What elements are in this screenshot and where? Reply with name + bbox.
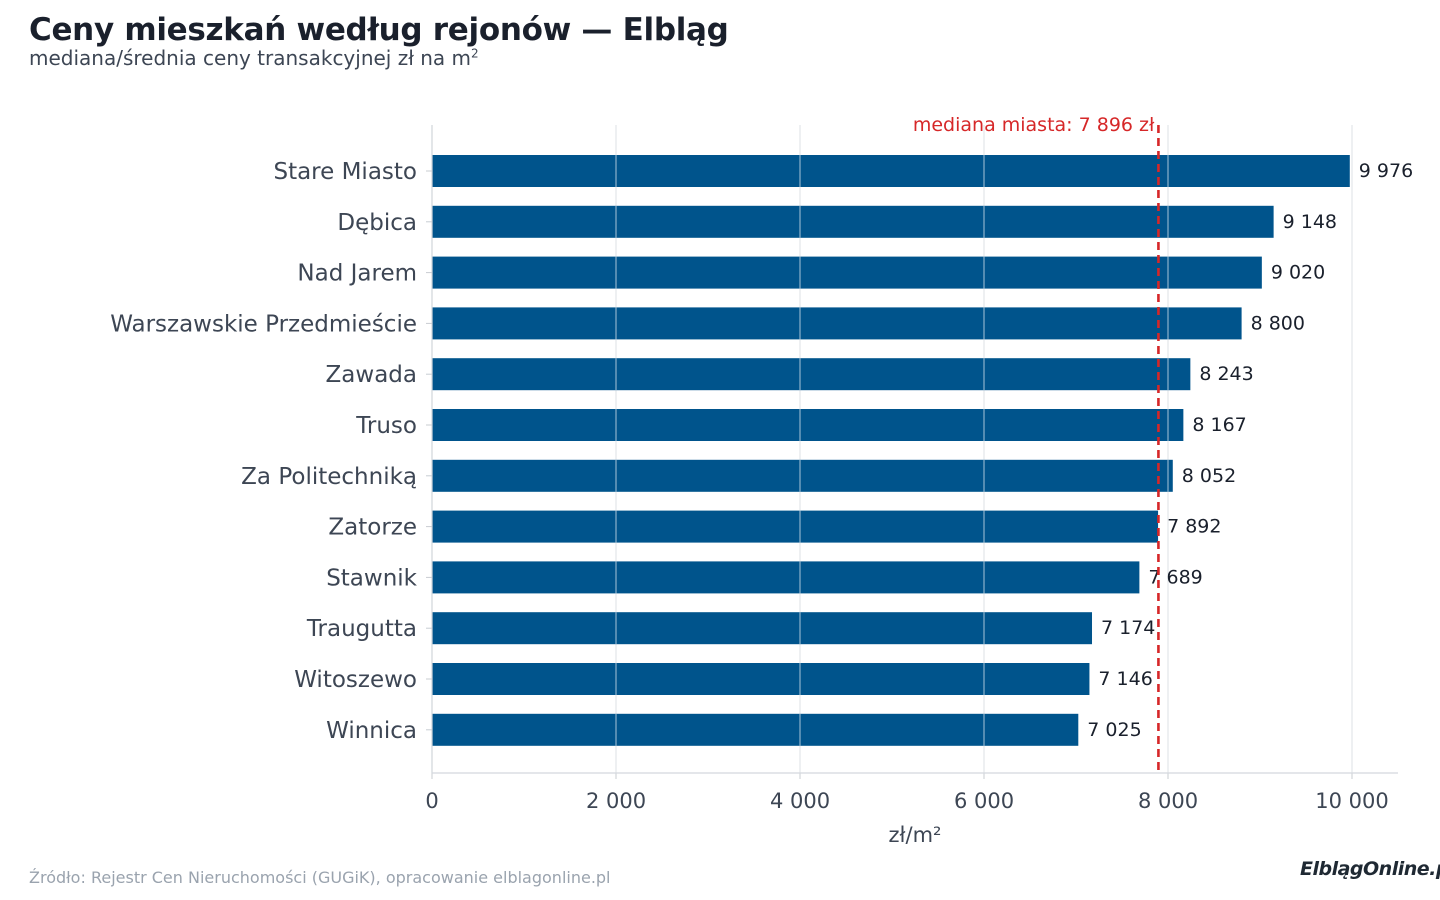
axis-layer: 0 2 000 4 000 6 000 8 000 10 000 zł/m²: [425, 125, 1398, 847]
category-label: Zatorze: [328, 515, 417, 541]
category-label: Truso: [355, 413, 417, 439]
category-label: Dębica: [337, 210, 417, 236]
x-axis-label: zł/m²: [889, 823, 942, 847]
chart-subtitle: mediana/średnia ceny transakcyjnej zł na…: [29, 46, 479, 70]
value-label: 8 052: [1182, 465, 1236, 487]
category-label: Warszawskie Przedmieście: [110, 311, 417, 337]
value-label: 9 148: [1283, 211, 1337, 233]
value-label: 8 243: [1199, 363, 1253, 385]
value-label: 7 689: [1148, 566, 1202, 588]
site-logo: ElblągOnline.pl: [1300, 858, 1440, 880]
label-layer: Stare Miasto 9 976 Dębica 9 148 Nad Jarem 9 0…: [110, 159, 1413, 744]
value-label: 9 976: [1359, 160, 1413, 182]
bar: [432, 205, 1274, 238]
bar: [432, 561, 1140, 594]
bar: [432, 713, 1079, 746]
x-tick-label: 0: [425, 789, 438, 813]
bar-layer: [432, 155, 1350, 746]
bar: [432, 256, 1262, 289]
bar: [432, 307, 1242, 340]
value-label: 7 025: [1087, 719, 1141, 741]
x-tick-label: 6 000: [954, 789, 1014, 813]
median-reference-label: mediana miasta: 7 896 zł: [913, 114, 1155, 136]
chart-title: Ceny mieszkań według rejonów — Elbląg: [29, 12, 729, 48]
reference-line-layer: mediana miasta: 7 896 zł: [913, 114, 1160, 773]
bar: [432, 612, 1093, 645]
x-tick-label: 8 000: [1138, 789, 1198, 813]
category-label: Stawnik: [326, 565, 417, 591]
value-label: 8 167: [1192, 414, 1246, 436]
category-label: Nad Jarem: [297, 261, 417, 287]
x-tick-label: 2 000: [586, 789, 646, 813]
category-label: Traugutta: [306, 616, 417, 642]
bar: [432, 155, 1350, 187]
value-label: 7 174: [1101, 617, 1155, 639]
category-label: Witoszewo: [294, 667, 417, 693]
bar: [432, 409, 1184, 441]
category-label: Za Politechniką: [241, 464, 417, 490]
x-tick-label: 4 000: [770, 789, 830, 813]
category-label: Stare Miasto: [273, 159, 417, 185]
bar: [432, 510, 1159, 543]
value-label: 7 146: [1098, 668, 1152, 690]
category-label: Zawada: [326, 362, 417, 388]
category-label: Winnica: [326, 718, 417, 744]
source-note: Źródło: Rejestr Cen Nieruchomości (GUGiK…: [29, 868, 611, 887]
value-label: 8 800: [1251, 312, 1305, 334]
bar: [432, 459, 1173, 492]
chart-subtitle-text: mediana/średnia ceny transakcyjnej zł na…: [29, 46, 472, 70]
x-tick-label: 10 000: [1315, 789, 1388, 813]
chart-subtitle-superscript: 2: [471, 46, 479, 61]
bar: [432, 358, 1191, 391]
value-label: 7 892: [1167, 516, 1221, 538]
bar: [432, 663, 1090, 695]
value-label: 9 020: [1271, 262, 1325, 284]
